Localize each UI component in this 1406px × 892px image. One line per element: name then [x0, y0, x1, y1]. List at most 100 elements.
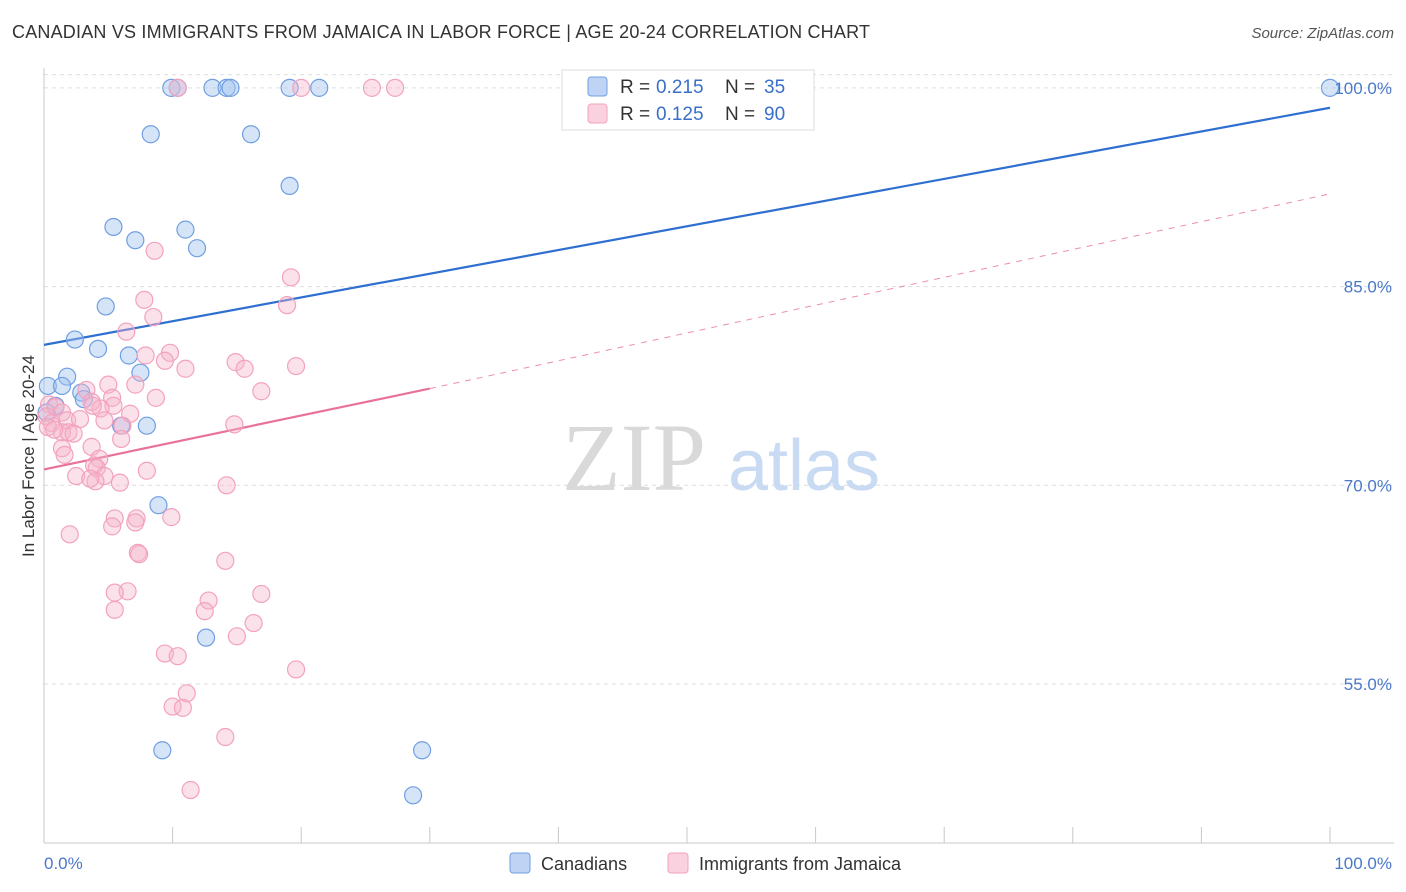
- series-swatch-jamaica: [667, 852, 689, 874]
- point-1-18: [126, 375, 145, 394]
- point-1-71: [105, 600, 124, 619]
- point-1-4: [145, 241, 164, 260]
- point-1-3: [385, 78, 405, 97]
- point-1-46: [55, 445, 74, 464]
- watermark-zip: ZIP: [562, 404, 706, 511]
- x-tick-label-1: 100.0%: [1334, 854, 1392, 873]
- point-0-31: [196, 628, 216, 647]
- series-legend: Canadians Immigrants from Jamaica: [509, 852, 902, 874]
- point-0-2: [203, 78, 222, 97]
- point-0-30: [149, 496, 168, 515]
- point-1-14: [235, 359, 254, 378]
- point-1-68: [252, 584, 271, 604]
- point-1-2: [362, 78, 382, 97]
- point-0-0: [162, 78, 181, 97]
- point-1-12: [155, 351, 174, 370]
- series-label-jamaica: Immigrants from Jamaica: [699, 854, 902, 874]
- legend-n-value-0: 35: [764, 77, 785, 98]
- point-0-23: [52, 376, 72, 396]
- point-1-7: [277, 296, 297, 315]
- point-0-21: [58, 367, 77, 386]
- point-1-15: [176, 359, 195, 378]
- point-1-43: [112, 429, 131, 449]
- point-1-59: [162, 508, 181, 527]
- point-0-13: [176, 220, 195, 239]
- data-points: [37, 78, 1340, 805]
- point-1-56: [217, 476, 236, 495]
- point-1-34: [95, 411, 114, 430]
- y-tick-labels: 55.0% 70.0% 85.0% 100.0%: [1334, 79, 1392, 694]
- point-1-41: [45, 420, 64, 439]
- point-1-8: [144, 307, 163, 327]
- point-0-12: [104, 217, 123, 237]
- y-tick-label-2: 85.0%: [1344, 278, 1392, 297]
- point-1-60: [103, 517, 122, 536]
- point-1-73: [227, 627, 246, 646]
- trend-line-extension-1: [429, 193, 1331, 390]
- point-1-54: [110, 473, 129, 492]
- point-0-3: [217, 78, 236, 97]
- point-1-64: [130, 545, 149, 564]
- point-0-28: [137, 416, 156, 435]
- point-0-17: [65, 330, 84, 349]
- point-0-9: [141, 125, 160, 144]
- point-1-1: [292, 78, 311, 97]
- point-0-8: [1320, 78, 1340, 97]
- watermark: ZIP atlas: [562, 404, 880, 511]
- trend-line-0: [43, 106, 1331, 346]
- trend-lines: [43, 106, 1331, 471]
- y-tick-label-1: 70.0%: [1344, 476, 1392, 495]
- point-1-11: [136, 346, 155, 365]
- point-1-81: [181, 780, 200, 800]
- point-0-11: [280, 176, 299, 196]
- y-tick-label-3: 100.0%: [1334, 79, 1392, 98]
- point-0-10: [241, 125, 261, 144]
- point-1-38: [113, 416, 132, 435]
- point-1-77: [177, 684, 196, 703]
- point-0-19: [119, 346, 138, 365]
- legend: R = 0.215 N = 35 R = 0.125 N = 90: [561, 69, 815, 131]
- point-0-34: [403, 786, 423, 805]
- legend-r-value-1: 0.125: [656, 104, 704, 125]
- series-swatch-canadians: [509, 852, 531, 874]
- series-label-canadians: Canadians: [541, 854, 627, 874]
- legend-swatch-canadians: [587, 76, 608, 97]
- point-1-76: [286, 660, 306, 679]
- point-0-33: [412, 741, 432, 760]
- point-1-53: [86, 472, 105, 491]
- point-1-69: [199, 591, 218, 610]
- chart-title: CANADIAN VS IMMIGRANTS FROM JAMAICA IN L…: [12, 22, 871, 42]
- point-1-67: [105, 583, 124, 602]
- watermark-atlas: atlas: [728, 426, 880, 506]
- grid: [44, 74, 1394, 685]
- point-1-65: [216, 551, 235, 570]
- legend-n-label-1: N =: [725, 104, 755, 125]
- point-0-32: [153, 741, 172, 760]
- point-1-62: [60, 525, 79, 544]
- axes: [43, 68, 1394, 844]
- point-1-70: [195, 602, 214, 621]
- legend-r-value-0: 0.215: [656, 77, 704, 98]
- point-1-13: [226, 353, 245, 372]
- point-1-5: [281, 268, 301, 287]
- point-0-22: [38, 376, 57, 396]
- point-0-15: [187, 239, 207, 258]
- source-label: Source: ZipAtlas.com: [1251, 25, 1394, 42]
- point-0-16: [96, 297, 115, 316]
- x-tick-label-0: 0.0%: [44, 854, 83, 873]
- point-1-19: [252, 382, 271, 401]
- point-1-21: [146, 388, 165, 407]
- point-1-6: [135, 290, 154, 309]
- point-1-0: [168, 78, 187, 97]
- point-1-63: [128, 543, 147, 562]
- point-1-20: [77, 380, 96, 400]
- point-1-50: [137, 461, 156, 480]
- point-1-16: [286, 356, 306, 376]
- point-0-4: [221, 78, 240, 97]
- point-1-29: [83, 396, 102, 415]
- legend-r-label-0: R =: [620, 77, 650, 98]
- point-1-55: [81, 469, 100, 488]
- trend-line-1: [43, 387, 431, 471]
- point-1-72: [244, 613, 263, 633]
